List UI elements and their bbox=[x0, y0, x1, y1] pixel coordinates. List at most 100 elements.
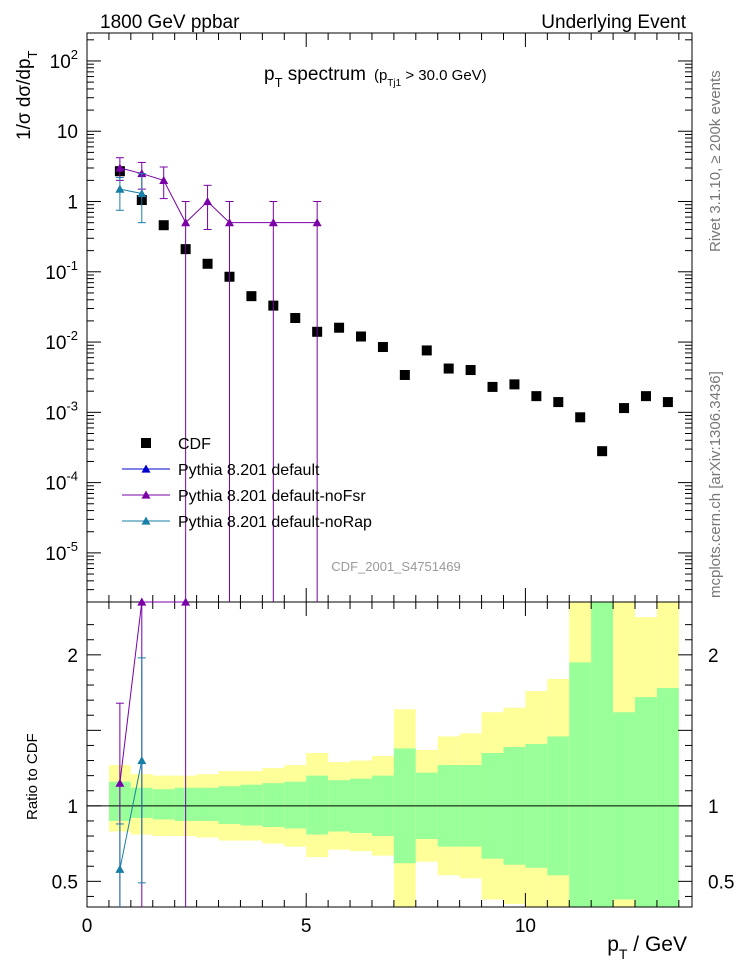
x-tick-label: 5 bbox=[301, 916, 312, 937]
mc-point bbox=[159, 175, 169, 184]
data-point bbox=[158, 220, 169, 231]
y-tick-label-exponent: -5 bbox=[66, 539, 78, 554]
legend: CDF Pythia 8.201 default Pythia 8.201 defa… bbox=[122, 436, 372, 531]
data-point bbox=[399, 369, 410, 380]
y-tick-label-base: 10 bbox=[45, 333, 66, 354]
data-point bbox=[640, 391, 651, 402]
band-green bbox=[306, 775, 329, 835]
ratio-point bbox=[115, 864, 125, 873]
series-line bbox=[119, 188, 142, 194]
y-tick-label-main: 10 bbox=[57, 122, 78, 143]
ratio-panel-border bbox=[86, 601, 693, 908]
ratio-point bbox=[115, 778, 125, 787]
y-tick-label-exponent: -2 bbox=[66, 328, 78, 343]
ratio-point bbox=[137, 597, 147, 606]
band-green bbox=[262, 783, 285, 827]
title-cond-rest: > 30.0 GeV) bbox=[401, 67, 486, 84]
band-green bbox=[152, 789, 175, 820]
series-line bbox=[119, 167, 318, 224]
data-point bbox=[575, 412, 586, 423]
legend-marker-triangle bbox=[141, 464, 151, 473]
mc-point bbox=[203, 197, 213, 206]
legend-marker-triangle bbox=[141, 490, 151, 499]
y-tick-label-ratio: 2 bbox=[67, 646, 78, 667]
data-point bbox=[334, 322, 345, 333]
data-point bbox=[443, 363, 454, 374]
data-point bbox=[246, 291, 257, 302]
title-main: p bbox=[264, 64, 275, 85]
band-green bbox=[240, 784, 263, 826]
title-main-sub: T bbox=[275, 75, 283, 90]
ylabel-main-sub: T bbox=[25, 50, 40, 58]
xlabel: pT / GeV bbox=[607, 933, 687, 962]
legend-label: CDF bbox=[178, 436, 211, 453]
ratio-panel-frame: 0 5 10 0.5 0.5 1 1 2 2 bbox=[52, 601, 734, 937]
header-right: Underlying Event bbox=[541, 12, 686, 33]
data-point bbox=[377, 342, 388, 353]
ratio-series-line bbox=[119, 601, 186, 784]
y-tick-label-exponent: -1 bbox=[66, 258, 78, 273]
data-point bbox=[290, 312, 301, 323]
band-green bbox=[284, 781, 307, 829]
mc-point bbox=[115, 163, 125, 172]
y-tick-label-main: 102 bbox=[50, 47, 78, 73]
svg-text:1/σ dσ/dpT: 1/σ dσ/dpT bbox=[14, 50, 40, 140]
x-tick-label: 0 bbox=[82, 916, 93, 937]
header-left: 1800 GeV ppbar bbox=[100, 12, 240, 33]
data-point bbox=[509, 379, 520, 390]
ratio-point bbox=[181, 597, 191, 606]
data-point bbox=[553, 397, 564, 408]
side-label-upper: Rivet 3.1.10, ≥ 200k events bbox=[707, 70, 724, 252]
watermark: CDF_2001_S4751469 bbox=[331, 559, 460, 574]
data-point bbox=[487, 381, 498, 392]
title-main-rest: spectrum bbox=[283, 64, 366, 85]
ratio-point bbox=[137, 756, 147, 765]
band-green bbox=[218, 786, 241, 824]
y-tick-label-ratio-right: 0.5 bbox=[708, 872, 734, 893]
band-green bbox=[196, 787, 219, 821]
ylabel-ratio: Ratio to CDF bbox=[24, 733, 41, 820]
data-point bbox=[531, 391, 542, 402]
y-tick-label-ratio: 0.5 bbox=[52, 872, 78, 893]
y-tick-label-exponent: 2 bbox=[71, 47, 78, 62]
y-tick-label-ratio-right: 2 bbox=[708, 646, 719, 667]
band-green bbox=[569, 662, 592, 907]
mc-point bbox=[312, 218, 322, 227]
y-tick-label-main: 10-5 bbox=[45, 539, 78, 565]
xlabel-rest: / GeV bbox=[627, 933, 687, 956]
title-cond-sub: Tj1 bbox=[387, 78, 401, 89]
data-point bbox=[662, 397, 673, 408]
mc-point bbox=[115, 184, 125, 193]
mc-point bbox=[224, 218, 234, 227]
data-point bbox=[421, 345, 432, 356]
y-tick-label-base: 10 bbox=[45, 403, 66, 424]
ratio-panel-marks bbox=[115, 597, 191, 907]
title-cond-open: (p bbox=[374, 67, 387, 84]
y-tick-label-base: 10 bbox=[45, 544, 66, 565]
y-tick-label-base: 10 bbox=[45, 474, 66, 495]
y-tick-label-ratio-right: 1 bbox=[708, 797, 719, 818]
legend-label: Pythia 8.201 default-noFsr bbox=[178, 488, 366, 505]
band-green bbox=[635, 697, 657, 907]
mc-point bbox=[181, 218, 191, 227]
side-label-lower: mcplots.cern.ch [arXiv:1306.3436] bbox=[707, 371, 724, 598]
xlabel-text: p bbox=[607, 933, 619, 956]
ylabel-main-text: 1/σ dσ/dp bbox=[14, 58, 35, 140]
y-tick-label-exponent: -4 bbox=[66, 469, 78, 484]
xlabel-sub: T bbox=[619, 946, 628, 962]
ratio-series-line bbox=[119, 760, 143, 870]
band-green bbox=[656, 688, 679, 907]
y-tick-label-main: 10-4 bbox=[45, 469, 78, 495]
band-green bbox=[591, 602, 614, 907]
y-tick-label-ratio: 1 bbox=[67, 797, 78, 818]
y-tick-label-base: 10 bbox=[45, 263, 66, 284]
y-tick-label-main: 10-1 bbox=[45, 258, 78, 284]
main-panel-marks bbox=[114, 157, 673, 602]
y-tick-label-main: 10-3 bbox=[45, 398, 78, 424]
legend-marker-square bbox=[141, 438, 151, 448]
data-point bbox=[465, 365, 476, 376]
legend-label: Pythia 8.201 default-noRap bbox=[178, 514, 372, 531]
data-point bbox=[597, 446, 608, 457]
